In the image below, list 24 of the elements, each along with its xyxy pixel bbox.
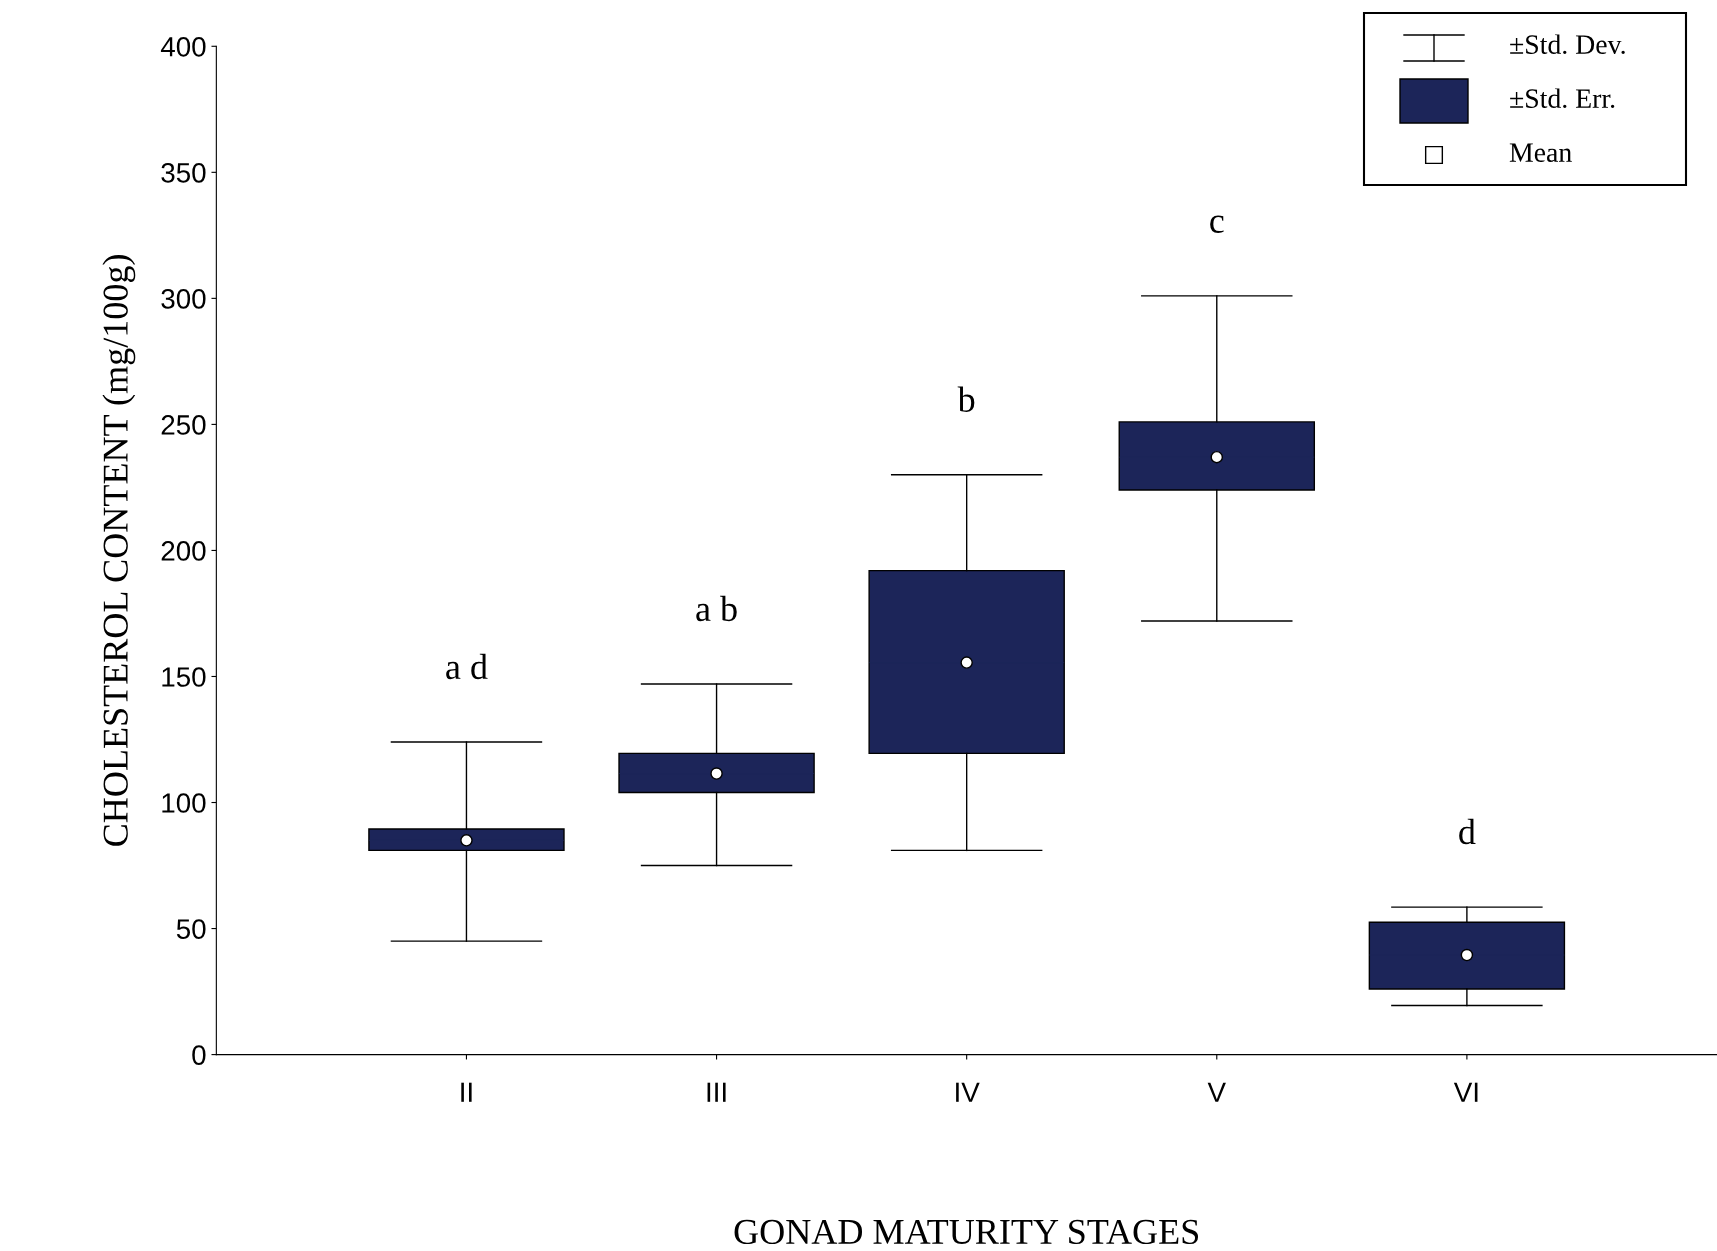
annotation: Mean <box>1509 143 1572 162</box>
y-tick-label: 350 <box>161 162 206 183</box>
annotation: a d <box>446 653 488 680</box>
annotation: ±Std. Dev. <box>1510 34 1625 55</box>
y-tick-label: 400 <box>160 36 206 57</box>
y-tick-label: 250 <box>161 415 206 435</box>
x-tick-label: V <box>1207 1082 1226 1102</box>
y-tick-label: 0 <box>192 1045 206 1065</box>
x-axis-title: GONAD MATURITY STAGES <box>734 1219 1199 1245</box>
x-tick-label: VI <box>1453 1082 1478 1102</box>
x-tick-label: IV <box>956 1082 980 1102</box>
annotation: a b <box>696 595 737 622</box>
x-tick-label: II <box>461 1082 472 1102</box>
y-tick-label: 200 <box>161 541 206 561</box>
x-tick-label: III <box>707 1082 726 1102</box>
y-axis-title: CHOLESTEROL CONTENT (mg/100g) <box>102 255 136 846</box>
annotation: ±Std. Err. <box>1510 88 1615 109</box>
annotation: d <box>1459 818 1476 845</box>
annotation: b <box>957 386 975 412</box>
y-tick-label: 100 <box>162 793 206 813</box>
y-tick-label: 300 <box>161 289 206 309</box>
y-tick-label: 150 <box>162 667 206 687</box>
y-tick-label: 50 <box>176 919 206 939</box>
annotation: c <box>1210 215 1224 233</box>
